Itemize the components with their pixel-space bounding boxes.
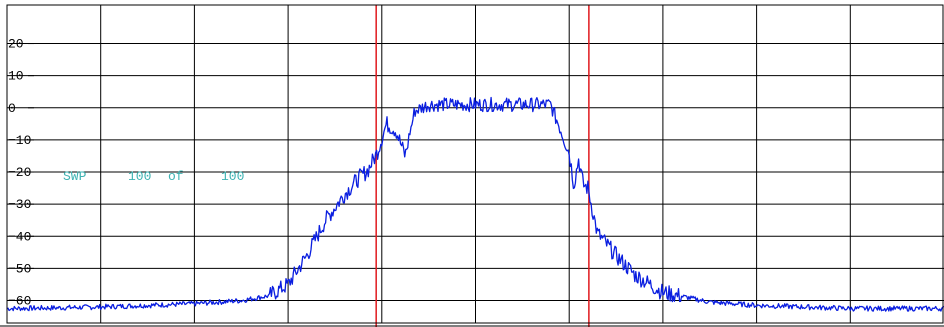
y-axis-tick-labels: 20 10 0 −10 −20 −30 −40 −50 −60 — [8, 37, 34, 309]
sweep-total-count: 100 — [221, 169, 244, 184]
y-tick-label: −50 — [8, 261, 31, 276]
sweep-current-count: 100 — [128, 169, 151, 184]
plot-border — [6, 4, 944, 324]
y-tick-label: −40 — [8, 229, 31, 244]
grid-lines — [7, 5, 944, 323]
sweep-label: SWP — [63, 169, 87, 184]
y-tick-label: 10 — [8, 69, 24, 84]
y-tick-label: −30 — [8, 197, 31, 212]
y-tick-label: −60 — [8, 294, 31, 309]
y-tick-label: −10 — [8, 133, 31, 148]
y-tick-label: 20 — [8, 37, 24, 52]
plot-frame — [0, 4, 944, 327]
sweep-of-word: of — [168, 169, 184, 184]
marker-lines — [375, 5, 590, 327]
trace-line — [6, 96, 944, 312]
trace-layer — [6, 96, 944, 312]
y-tick-label: 0 — [8, 101, 16, 116]
y-tick-label: −20 — [8, 165, 31, 180]
